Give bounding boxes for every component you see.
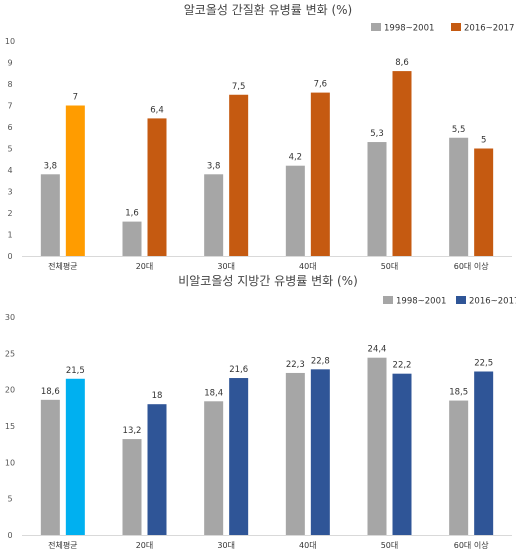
y-axis: 0 5 10 15 20 25 30 bbox=[5, 313, 15, 540]
data-label: 18,4 bbox=[204, 388, 223, 398]
y-tick-label: 4 bbox=[7, 166, 12, 175]
y-tick-label: 6 bbox=[7, 123, 12, 132]
x-tick-label: 40대 bbox=[299, 262, 317, 271]
data-label: 7,6 bbox=[314, 80, 328, 90]
data-label: 7 bbox=[73, 93, 78, 103]
x-tick-label: 60대 이상 bbox=[454, 540, 489, 550]
bar bbox=[449, 400, 469, 535]
x-tick-label: 50대 bbox=[381, 541, 399, 550]
y-tick-label: 9 bbox=[7, 59, 12, 68]
data-label: 3,8 bbox=[207, 161, 221, 171]
bar bbox=[122, 439, 142, 535]
bar bbox=[474, 148, 494, 256]
x-axis: 전체평균 20대 30대 40대 50대 60대 이상 bbox=[48, 261, 489, 271]
x-tick-label: 전체평균 bbox=[48, 261, 77, 271]
data-label: 5,5 bbox=[452, 125, 466, 135]
bar bbox=[285, 372, 305, 535]
data-label: 6,4 bbox=[150, 105, 164, 115]
x-axis: 전체평균 20대 30대 40대 50대 60대 이상 bbox=[48, 540, 489, 550]
data-label: 21,6 bbox=[229, 365, 248, 375]
bars: 3,8 7 1,6 6,4 3,8 7,5 4,2 7,6 5,3 8,6 5,5 5 bbox=[40, 58, 494, 257]
x-tick-label: 30대 bbox=[217, 262, 235, 271]
data-label: 18,6 bbox=[41, 387, 60, 397]
y-tick-label: 5 bbox=[7, 495, 12, 504]
data-label: 13,2 bbox=[123, 426, 142, 436]
bar bbox=[147, 404, 167, 535]
y-axis: 0 1 2 3 4 5 6 7 8 9 10 bbox=[5, 37, 15, 261]
bar bbox=[229, 378, 249, 535]
y-tick-label: 8 bbox=[7, 80, 12, 89]
x-tick-label: 20대 bbox=[136, 541, 154, 550]
x-tick-label: 30대 bbox=[217, 541, 235, 550]
bar bbox=[65, 378, 85, 535]
bar bbox=[367, 357, 387, 535]
y-tick-label: 30 bbox=[5, 313, 15, 322]
legend-swatch-series-2 bbox=[456, 296, 466, 304]
bar bbox=[204, 401, 224, 535]
y-tick-label: 1 bbox=[7, 231, 12, 240]
data-label: 8,6 bbox=[395, 58, 409, 68]
legend-label-series-2: 2016~2017 bbox=[464, 24, 514, 34]
bar bbox=[392, 71, 412, 256]
bar bbox=[147, 118, 167, 257]
x-tick-label: 40대 bbox=[299, 541, 317, 550]
legend: 1998~2001 2016~2017 bbox=[371, 23, 514, 34]
legend-label-series-1: 1998~2001 bbox=[396, 297, 446, 307]
chart-title: 비알코올성 지방간 유병률 변화 (%) bbox=[178, 274, 358, 288]
data-label: 3,8 bbox=[44, 161, 58, 171]
data-label: 1,6 bbox=[125, 209, 139, 219]
legend-swatch-series-1 bbox=[383, 296, 393, 304]
bar bbox=[474, 371, 494, 535]
x-tick-label: 60대 이상 bbox=[454, 261, 489, 271]
y-tick-label: 2 bbox=[7, 209, 12, 218]
y-tick-label: 25 bbox=[5, 349, 15, 358]
bar bbox=[204, 174, 224, 256]
data-label: 22,5 bbox=[474, 359, 493, 369]
nonalcoholic-fatty-liver-chart: 비알코올성 지방간 유병률 변화 (%) 1998~2001 2016~2017… bbox=[5, 274, 516, 550]
legend-swatch-series-2 bbox=[451, 23, 461, 31]
chart-title: 알코올성 간질환 유병률 변화 (%) bbox=[184, 3, 353, 17]
data-label: 22,8 bbox=[311, 356, 330, 366]
y-tick-label: 20 bbox=[5, 386, 15, 395]
bar bbox=[229, 94, 249, 256]
legend: 1998~2001 2016~2017 bbox=[383, 296, 516, 307]
bar bbox=[40, 174, 60, 256]
data-label: 5,3 bbox=[370, 129, 384, 139]
y-tick-label: 3 bbox=[7, 188, 12, 197]
data-label: 22,2 bbox=[393, 361, 412, 371]
bar bbox=[392, 373, 412, 535]
bar bbox=[40, 399, 60, 535]
data-label: 21,5 bbox=[66, 366, 85, 376]
legend-label-series-1: 1998~2001 bbox=[384, 24, 434, 34]
bars: 18,6 21,5 13,2 18 18,4 21,6 22,3 22,8 24,4 22,2 18… bbox=[40, 345, 494, 535]
data-label: 4,2 bbox=[289, 153, 303, 163]
x-tick-label: 50대 bbox=[381, 262, 399, 271]
x-tick-label: 전체평균 bbox=[48, 540, 77, 550]
bar bbox=[285, 165, 305, 256]
y-tick-label: 10 bbox=[5, 458, 15, 467]
bar bbox=[310, 369, 330, 535]
y-tick-label: 0 bbox=[7, 252, 12, 261]
data-label: 18 bbox=[152, 391, 163, 401]
data-label: 24,4 bbox=[368, 345, 387, 355]
y-tick-label: 10 bbox=[5, 37, 15, 46]
y-tick-label: 5 bbox=[7, 145, 12, 154]
bar bbox=[65, 105, 85, 256]
legend-label-series-2: 2016~2017 bbox=[469, 297, 516, 307]
bar bbox=[122, 221, 142, 256]
y-tick-label: 7 bbox=[7, 102, 12, 111]
data-label: 18,5 bbox=[449, 388, 468, 398]
y-tick-label: 0 bbox=[7, 531, 12, 540]
legend-swatch-series-1 bbox=[371, 23, 381, 31]
bar bbox=[310, 92, 330, 256]
y-tick-label: 15 bbox=[5, 422, 15, 431]
data-label: 22,3 bbox=[286, 360, 305, 370]
alcoholic-liver-chart: 알코올성 간질환 유병률 변화 (%) 1998~2001 2016~2017 … bbox=[5, 3, 514, 271]
bar bbox=[449, 137, 469, 256]
bar bbox=[367, 142, 387, 256]
data-label: 7,5 bbox=[232, 82, 246, 92]
x-tick-label: 20대 bbox=[136, 262, 154, 271]
data-label: 5 bbox=[481, 136, 486, 146]
